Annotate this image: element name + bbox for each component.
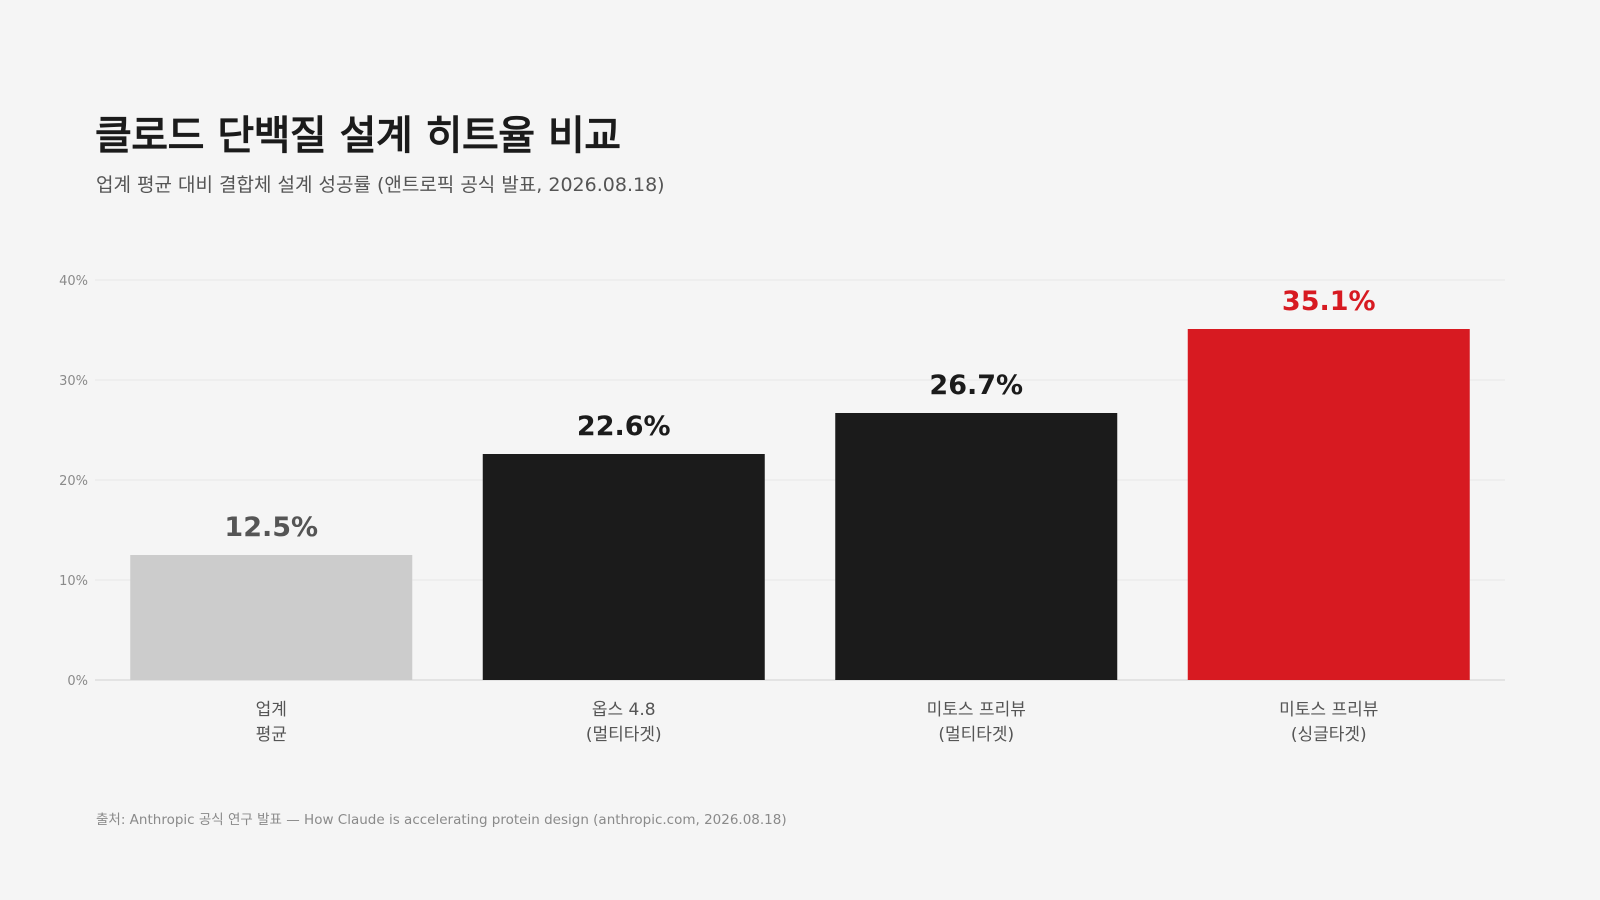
x-tick-label: 업계: [256, 700, 287, 720]
y-tick-label: 0%: [67, 674, 88, 689]
bar: [1187, 329, 1470, 680]
x-tick-label: 평균: [256, 725, 287, 745]
x-tick-label: 미토스 프리뷰: [927, 700, 1026, 720]
x-tick-label: 옵스 4.8: [592, 700, 656, 720]
y-tick-label: 10%: [59, 574, 88, 589]
data-label: 35.1%: [1282, 286, 1376, 317]
y-tick-label: 30%: [59, 374, 88, 389]
chart-title: 클로드 단백질 설계 히트율 비교: [95, 113, 621, 159]
y-tick-label: 40%: [59, 274, 88, 289]
x-tick-label: (멀티타겟): [938, 725, 1014, 745]
x-tick-label: 미토스 프리뷰: [1279, 700, 1378, 720]
data-label: 22.6%: [577, 411, 671, 442]
bar: [130, 555, 413, 680]
x-tick-label: (멀티타겟): [586, 725, 662, 745]
bar: [482, 454, 765, 680]
data-label: 12.5%: [224, 512, 318, 543]
chart-subtitle: 업계 평균 대비 결합체 설계 성공률 (앤트로픽 공식 발표, 2026.08…: [96, 174, 665, 196]
bar: [835, 413, 1118, 680]
data-label: 26.7%: [929, 370, 1023, 401]
source-note: 출처: Anthropic 공식 연구 발표 — How Claude is a…: [96, 812, 787, 828]
y-tick-label: 20%: [59, 474, 88, 489]
x-tick-label: (싱글타겟): [1291, 725, 1367, 745]
